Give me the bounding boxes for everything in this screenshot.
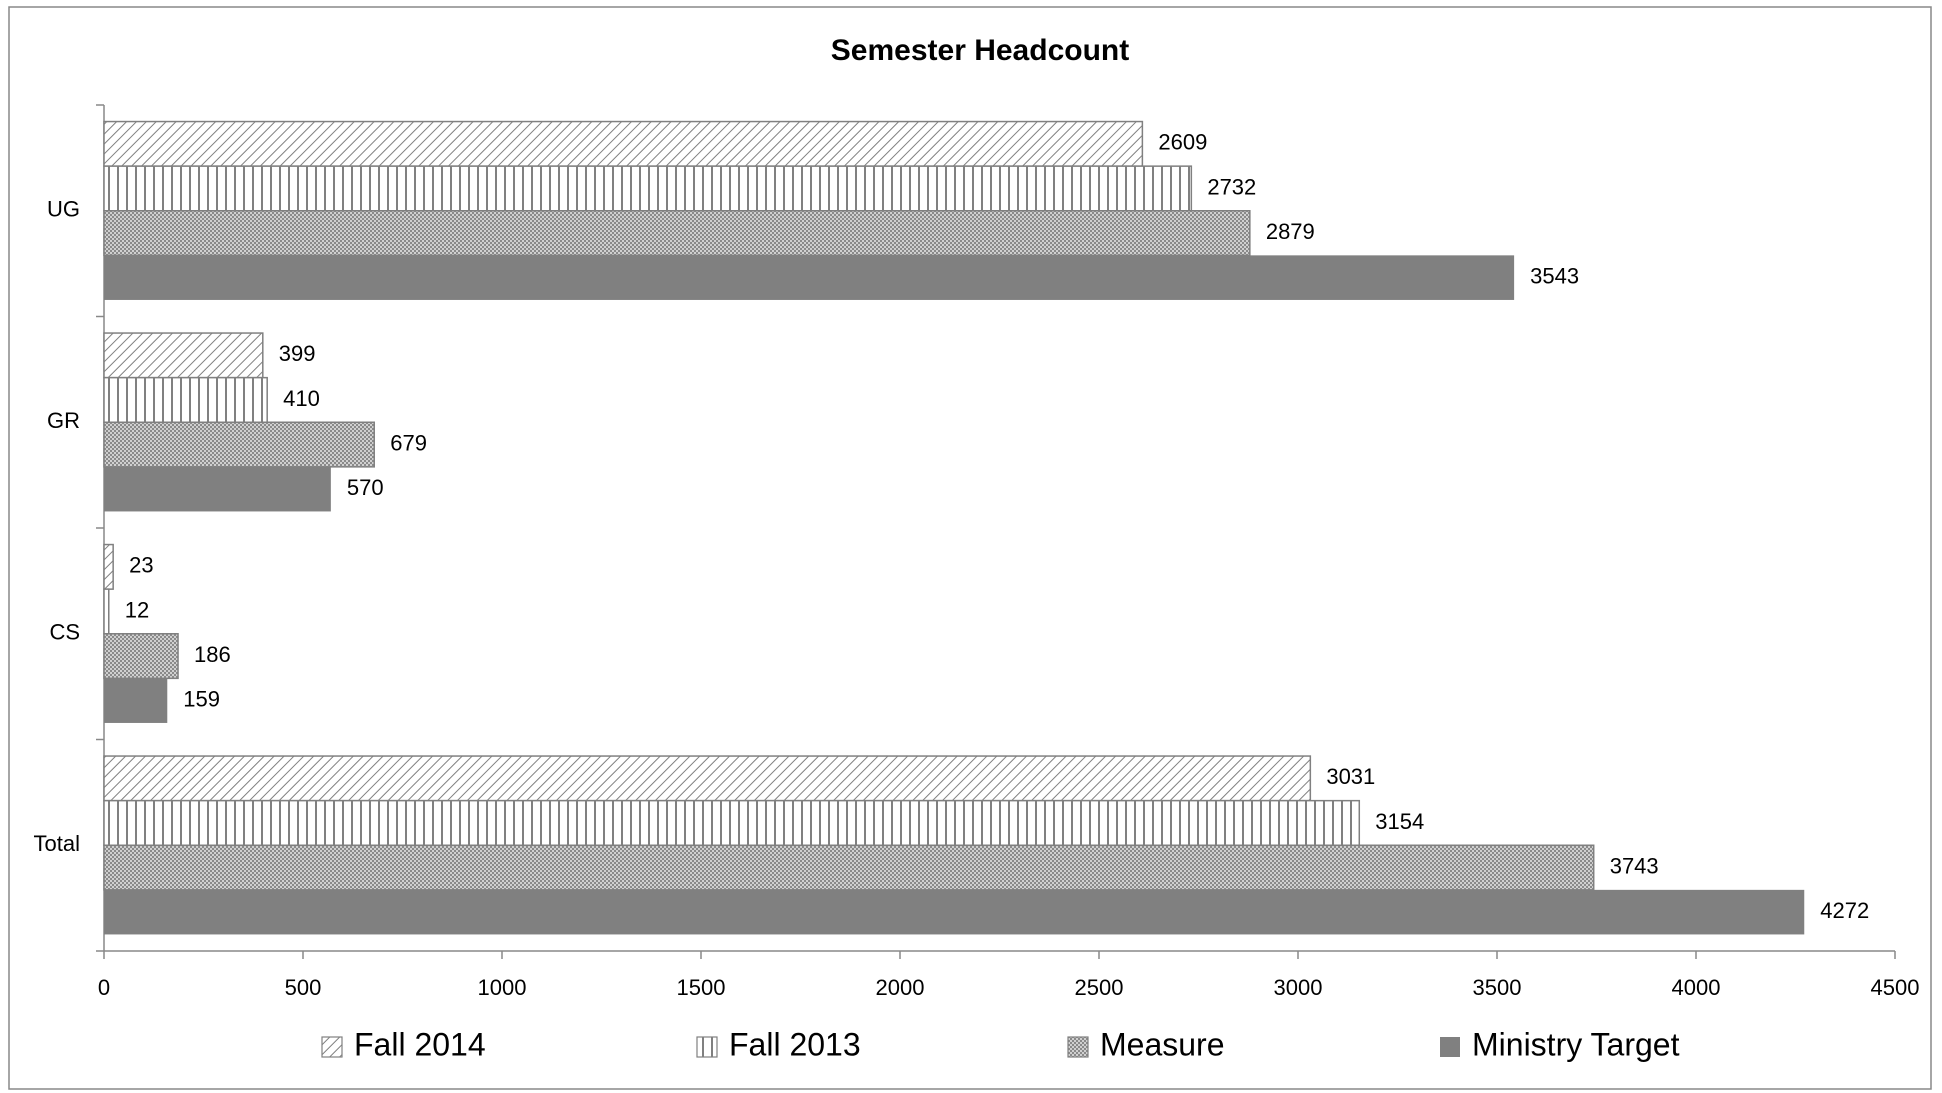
legend-label: Measure (1100, 1026, 1225, 1062)
data-label: 679 (390, 430, 427, 455)
bar (103, 755, 1312, 802)
data-label: 2732 (1207, 174, 1256, 199)
bar (103, 120, 1144, 167)
y-tick-label: Total (34, 831, 80, 856)
data-label: 2609 (1158, 130, 1207, 155)
data-label: 3543 (1530, 263, 1579, 288)
bar (104, 466, 331, 512)
bar (104, 889, 1805, 935)
bar (104, 255, 1515, 300)
legend-swatch (696, 1036, 718, 1058)
legend-swatch (321, 1036, 343, 1058)
bar (103, 633, 179, 680)
bar (103, 799, 1361, 847)
y-tick-label: GR (47, 408, 80, 433)
legend-swatch (1440, 1037, 1460, 1057)
data-label: 4272 (1820, 898, 1869, 923)
chart-title: Semester Headcount (831, 34, 1129, 67)
bar (104, 678, 168, 723)
x-tick-label: 4500 (1871, 975, 1920, 1000)
data-label: 3031 (1326, 764, 1375, 789)
legend-label: Fall 2014 (354, 1026, 486, 1062)
data-label: 12 (125, 597, 149, 622)
legend-swatch (1067, 1036, 1089, 1058)
x-tick-label: 1500 (677, 975, 726, 1000)
x-tick-label: 4000 (1672, 975, 1721, 1000)
x-tick-label: 2000 (876, 975, 925, 1000)
data-label: 3743 (1610, 853, 1659, 878)
bar (103, 543, 114, 590)
x-tick-label: 500 (285, 975, 322, 1000)
bar (103, 332, 264, 379)
bar (103, 588, 110, 635)
bar (103, 210, 1251, 257)
data-label: 159 (183, 686, 220, 711)
data-label: 2879 (1266, 219, 1315, 244)
x-tick-label: 3500 (1473, 975, 1522, 1000)
x-tick-label: 3000 (1274, 975, 1323, 1000)
legend-label: Ministry Target (1472, 1026, 1680, 1062)
bar (103, 376, 268, 423)
data-label: 23 (129, 553, 153, 578)
x-tick-label: 1000 (478, 975, 527, 1000)
data-label: 186 (194, 642, 231, 667)
legend-label: Fall 2013 (729, 1026, 861, 1062)
data-label: 570 (347, 475, 384, 500)
y-tick-label: CS (49, 620, 80, 645)
bar (103, 844, 1595, 891)
bar (103, 165, 1193, 212)
x-tick-label: 0 (98, 975, 110, 1000)
y-tick-label: UG (47, 197, 80, 222)
x-tick-label: 2500 (1075, 975, 1124, 1000)
data-label: 3154 (1375, 809, 1424, 834)
data-label: 399 (279, 341, 316, 366)
bar (103, 421, 375, 468)
data-label: 410 (283, 386, 320, 411)
